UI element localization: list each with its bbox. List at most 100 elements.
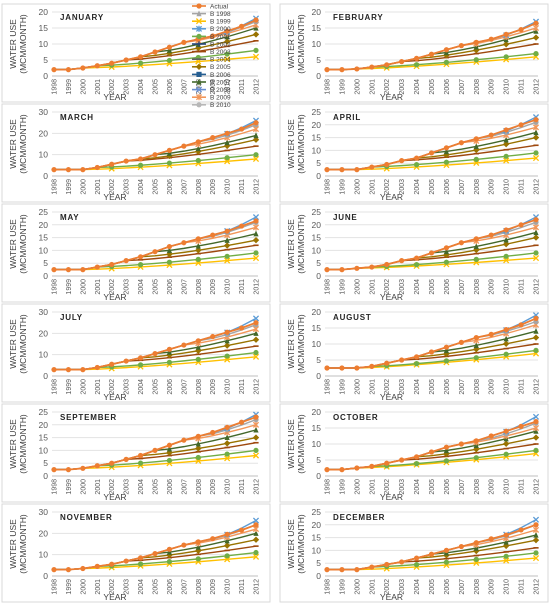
data-point-marker [518,322,524,328]
x-tick-label: 2004 [138,379,145,395]
y-tick-label: 10 [39,445,49,455]
x-tick-label: 2009 [210,379,217,395]
y-axis-label: WATER USE [286,119,296,169]
x-tick-label: 1999 [66,379,73,395]
data-point-marker [473,544,479,551]
data-point-marker [384,161,390,168]
x-tick-label: 2004 [414,179,421,195]
data-point-marker [324,67,330,73]
y-tick-label: 0 [316,471,321,481]
data-point-marker [458,543,464,550]
data-point-marker [181,542,187,548]
data-point-marker [238,419,245,425]
y-tick-label: 10 [312,39,322,49]
data-point-marker [443,259,450,265]
chart-panel-july: 0 10 20 30 1998 1999 2000 2001 2002 2003 2004 2005 2… [1,303,271,403]
data-point-marker [532,413,540,420]
x-tick-label: 1999 [339,579,346,595]
data-point-marker [252,421,260,428]
data-point-marker [399,258,405,264]
panel-frame [279,403,549,503]
data-point-marker [399,59,405,65]
y-axis-label: WATER USE [286,419,296,469]
x-tick-label: 2001 [95,379,102,395]
data-point-marker [518,122,524,128]
x-tick-label: 2006 [167,479,174,495]
data-point-marker [413,361,420,367]
data-point-marker [166,445,173,452]
x-tick-label: 1998 [325,279,332,295]
data-point-marker [503,557,510,564]
y-tick-label: 0 [43,271,48,281]
y-tick-label: 30 [39,107,49,117]
y-tick-label: 10 [312,145,322,155]
data-point-marker [224,424,230,430]
chart-panel-october: 0 5 10 15 20 1998 1999 2000 2001 2002 2003 2004 2005… [279,403,549,503]
data-point-marker [166,546,173,552]
data-point-marker [51,467,57,473]
x-tick-label: 2008 [196,79,203,95]
x-tick-label: 1998 [52,579,59,595]
x-tick-label: 2007 [181,379,188,395]
chart-panel-february: 0 5 10 15 20 1998 1999 2000 2001 2002 2003 2004 2005… [279,3,549,103]
data-point-marker [533,20,539,26]
data-point-marker [137,561,144,567]
data-point-marker [458,43,464,49]
x-tick-label: 2005 [429,179,436,195]
data-point-marker [339,567,345,573]
chart-title: MARCH [60,113,94,122]
data-point-marker [137,54,144,60]
x-tick-label: 2010 [225,379,232,395]
y-tick-label: 15 [312,133,322,143]
x-tick-label: 2006 [444,79,451,95]
x-tick-label: 2004 [414,279,421,295]
data-point-marker [324,167,330,173]
data-point-marker [518,527,524,533]
chart-panel-september: 0 5 10 15 20 25 1998 1999 2000 2001 2002 2003 2004 20… [1,403,271,503]
data-point-marker [413,255,420,261]
x-tick-label: 2007 [459,279,466,295]
x-tick-label: 2001 [369,379,376,395]
x-tick-label: 2000 [80,579,87,595]
data-point-marker [502,140,510,148]
data-point-marker [195,139,201,145]
data-point-marker [488,433,494,439]
data-point-marker [458,441,464,447]
x-tick-label: 2006 [167,179,174,195]
x-tick-label: 2008 [196,279,203,295]
data-point-marker [533,150,539,156]
x-tick-label: 1999 [66,479,73,495]
x-tick-label: 2010 [504,279,511,295]
x-tick-label: 1998 [52,379,59,395]
x-tick-label: 2007 [459,79,466,95]
data-point-marker [428,449,435,455]
data-point-marker [532,424,540,432]
x-tick-label: 2006 [167,79,174,95]
y-tick-label: 0 [43,71,48,81]
x-tick-label: 2012 [254,79,261,95]
x-tick-label: 2000 [354,79,361,95]
y-tick-label: 5 [316,55,321,65]
x-tick-label: 2001 [369,279,376,295]
x-axis-label: YEAR [380,92,403,102]
data-point-marker [166,559,173,565]
x-tick-label: 2002 [109,279,116,295]
data-point-marker [253,218,259,224]
x-axis-label: YEAR [103,92,126,102]
data-point-marker [443,159,450,165]
legend-label: B 2005 [210,64,231,71]
data-point-marker [473,438,479,444]
x-tick-label: 2000 [80,379,87,395]
x-tick-label: 2005 [429,79,436,95]
data-point-marker [532,134,540,141]
data-point-marker [502,41,510,48]
x-tick-label: 2001 [95,279,102,295]
y-tick-label: 15 [312,233,322,243]
data-point-marker [369,64,375,70]
data-point-marker [533,347,539,353]
x-axis-label: YEAR [103,192,126,202]
x-axis-label: YEAR [103,492,126,502]
data-point-marker [473,156,479,162]
x-tick-label: 2012 [534,579,541,595]
data-point-marker [473,236,479,242]
